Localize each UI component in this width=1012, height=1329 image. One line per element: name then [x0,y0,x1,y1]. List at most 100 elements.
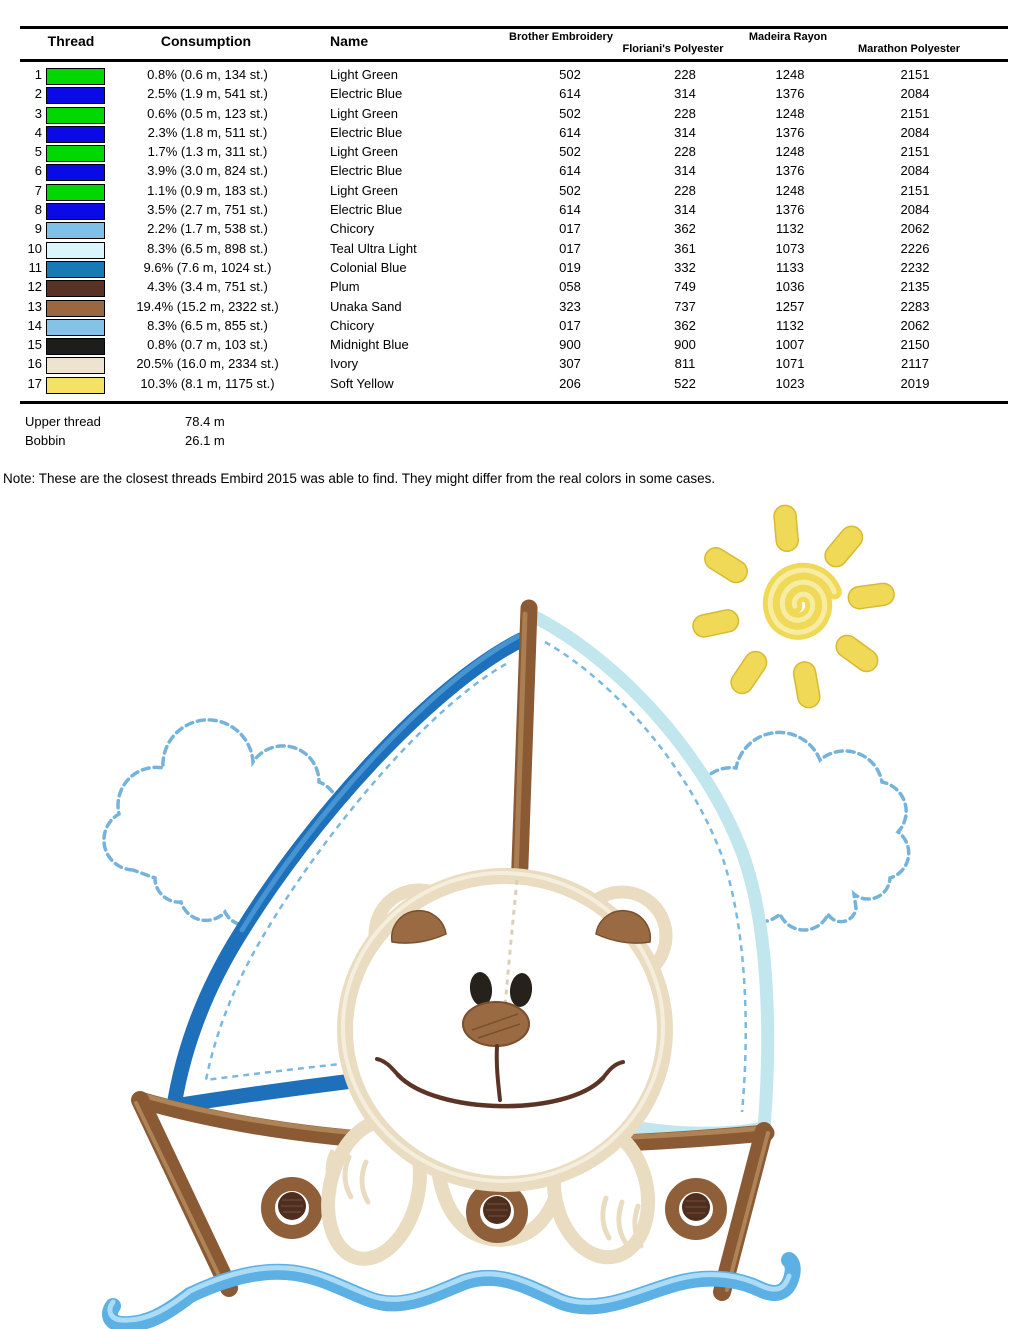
thread-number: 12 [27,279,42,295]
marathon-code: 2084 [900,86,930,102]
thread-color-swatch [46,68,105,85]
marathon-code: 2117 [901,356,929,372]
col-header-marathon: Marathon Polyester [857,43,961,55]
sun-icon [692,504,895,709]
table-row: 12 4.3% (3.4 m, 751 st.) Plum 058 749 10… [0,278,1012,298]
brother-code: 206 [559,375,581,391]
thread-color-swatch [46,164,105,182]
brother-code: 017 [559,317,581,333]
thread-consumption: 2.5% (1.9 m, 541 st.) [147,86,268,102]
wave-graphic [102,1252,801,1329]
floriani-code: 332 [674,259,696,275]
floriani-code: 737 [674,298,696,314]
madeira-code: 1376 [775,163,805,179]
brother-code: 614 [559,163,581,179]
floriani-code: 362 [674,317,696,333]
table-row: 3 0.6% (0.5 m, 123 st.) Light Green 502 … [0,105,1012,124]
floriani-code: 228 [674,182,696,198]
thread-number: 17 [27,375,42,391]
marathon-code: 2151 [900,105,930,121]
brother-code: 614 [559,124,581,140]
col-header-brother: Brother Embroidery [509,31,613,43]
bear-left-eye [469,972,493,1006]
table-row: 9 2.2% (1.7 m, 538 st.) Chicory 017 362 … [0,220,1012,240]
thread-name: Electric Blue [330,124,403,140]
thread-name: Light Green [330,67,398,82]
thread-color-swatch [46,87,105,105]
brother-code: 017 [559,240,581,256]
upper-thread-value: 78.4 m [185,414,225,429]
porthole-middle [466,1181,528,1243]
table-row: 11 9.6% (7.6 m, 1024 st.) Colonial Blue … [0,259,1012,278]
floriani-code: 228 [674,144,696,160]
thread-name: Chicory [330,317,375,333]
thread-consumption: 2.3% (1.8 m, 511 st.) [147,124,268,140]
floriani-code: 522 [674,375,696,391]
thread-number: 15 [27,337,42,353]
thread-color-swatch [46,106,105,124]
table-row: 7 1.1% (0.9 m, 183 st.) Light Green 502 … [0,182,1012,201]
thread-name: Soft Yellow [330,375,394,391]
marathon-code: 2226 [900,240,930,256]
thread-color-swatch [46,145,105,163]
brother-code: 502 [559,67,581,82]
thread-consumption: 3.9% (3.0 m, 824 st.) [147,163,268,179]
thread-name: Light Green [330,144,398,160]
marathon-code: 2232 [900,259,930,275]
madeira-code: 1248 [775,144,805,160]
floriani-code: 749 [674,279,696,295]
floriani-code: 811 [674,356,696,372]
thread-color-swatch [46,241,105,259]
brother-code: 900 [559,337,581,353]
thread-color-swatch [46,203,105,221]
thread-number: 5 [34,144,42,160]
thread-name: Light Green [330,105,398,121]
madeira-code: 1071 [775,356,805,372]
marathon-code: 2283 [900,298,930,314]
brother-code: 019 [559,259,581,275]
thread-number: 8 [34,202,42,218]
madeira-code: 1248 [775,182,805,198]
thread-number: 11 [28,259,43,275]
brother-code: 502 [559,105,581,121]
table-row: 4 2.3% (1.8 m, 511 st.) Electric Blue 61… [0,124,1012,143]
thread-consumption: 1.1% (0.9 m, 183 st.) [147,182,268,198]
floriani-code: 228 [674,105,696,121]
table-header-rule [20,59,1008,62]
thread-table-body: 1 0.8% (0.6 m, 134 st.) Light Green 502 … [0,66,1012,394]
thread-consumption: 3.5% (2.7 m, 751 st.) [147,202,268,218]
madeira-code: 1376 [775,124,805,140]
marathon-code: 2151 [900,144,930,160]
bobbin-label: Bobbin [25,433,66,448]
col-header-madeira: Madeira Rayon [748,31,828,43]
thread-name: Plum [330,279,360,295]
table-row: 2 2.5% (1.9 m, 541 st.) Electric Blue 61… [0,85,1012,105]
floriani-code: 900 [674,337,696,353]
table-bottom-rule [20,401,1008,404]
madeira-code: 1132 [776,317,804,333]
table-row: 8 3.5% (2.7 m, 751 st.) Electric Blue 61… [0,201,1012,221]
thread-consumption: 19.4% (15.2 m, 2322 st.) [136,298,279,314]
thread-color-swatch [46,260,105,278]
madeira-code: 1257 [775,298,805,314]
brother-code: 017 [559,221,581,237]
floriani-code: 314 [674,124,696,140]
thread-name: Electric Blue [330,86,403,102]
brother-code: 502 [559,144,581,160]
floriani-code: 314 [674,86,696,102]
bear-right-inner-ear [595,909,652,944]
table-row: 15 0.8% (0.7 m, 103 st.) Midnight Blue 9… [0,336,1012,356]
thread-color-swatch [46,376,105,394]
thread-consumption: 9.6% (7.6 m, 1024 st.) [143,259,272,275]
marathon-code: 2062 [900,221,930,237]
thread-color-swatch [46,125,105,143]
bear-left-inner-ear [390,909,447,944]
marathon-code: 2019 [900,375,930,391]
upper-thread-label: Upper thread [25,414,101,429]
table-row: 6 3.9% (3.0 m, 824 st.) Electric Blue 61… [0,162,1012,182]
floriani-code: 362 [674,221,696,237]
thread-number: 1 [34,67,42,82]
madeira-code: 1248 [775,67,805,82]
marathon-code: 2062 [900,317,930,333]
brother-code: 323 [559,298,581,314]
